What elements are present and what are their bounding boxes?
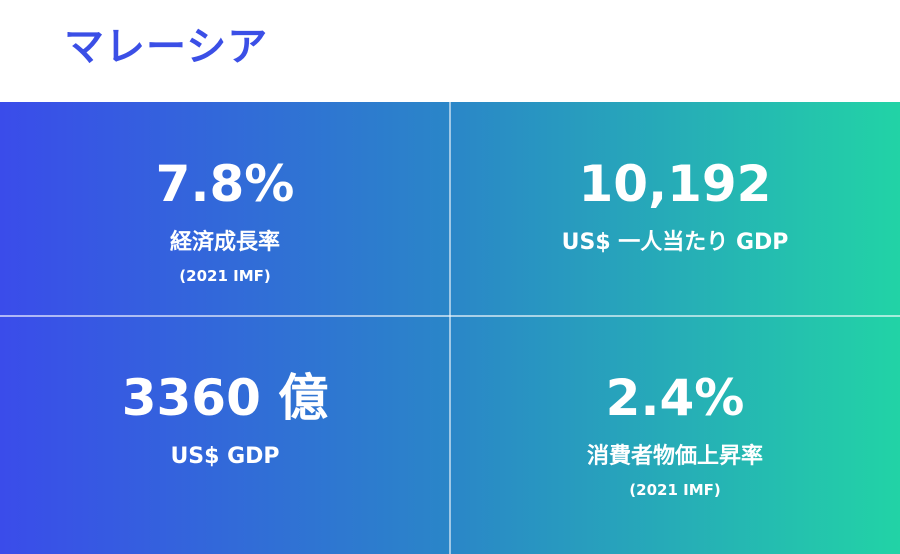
stat-value: 7.8% <box>155 155 295 213</box>
stat-label: US$ 一人当たり GDP <box>561 230 789 255</box>
horizontal-divider <box>0 315 900 317</box>
stat-cell: 2.4% 消費者物価上昇率 (2021 IMF) <box>450 368 900 500</box>
stat-value: 2.4% <box>605 369 745 427</box>
stat-value: 10,192 <box>578 155 772 213</box>
vertical-divider <box>449 102 451 554</box>
stat-label: 経済成長率 <box>169 230 280 255</box>
stat-label: 消費者物価上昇率 <box>586 444 763 469</box>
stat-note: (2021 IMF) <box>179 267 271 285</box>
stat-cell: 7.8% 経済成長率 (2021 IMF) <box>0 154 450 286</box>
stat-label: US$ GDP <box>170 444 280 469</box>
stat-cell: 3360 億 US$ GDP <box>0 368 450 472</box>
stat-cell: 10,192 US$ 一人当たり GDP <box>450 154 900 258</box>
stat-value: 3360 億 <box>121 369 329 427</box>
stat-note: (2021 IMF) <box>629 481 721 499</box>
page-title: マレーシア <box>64 24 269 70</box>
